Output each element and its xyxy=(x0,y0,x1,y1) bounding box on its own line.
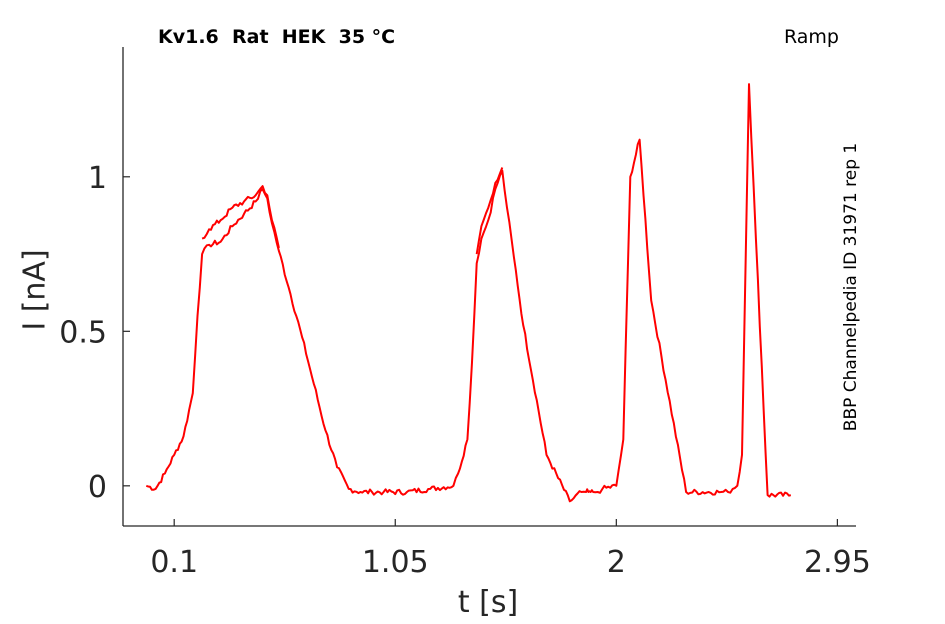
current-trace-3 xyxy=(475,167,504,255)
y-tick-label: 0 xyxy=(88,470,107,505)
x-tick-label: 0.1 xyxy=(150,545,198,580)
source-id-label: BBP Channelpedia ID 31971 rep 1 xyxy=(841,142,861,432)
current-trace-1 xyxy=(145,83,792,503)
chart-title: Kv1.6 Rat HEK 35 °C xyxy=(158,26,396,48)
y-tick-label: 0.5 xyxy=(59,315,107,350)
current-trace-2 xyxy=(201,185,280,249)
x-tick-label: 2.95 xyxy=(804,545,871,580)
x-tick-label: 2 xyxy=(607,545,626,580)
chart-ticks: 0.1 1.05 2 2.95 0 0.5 1 xyxy=(59,161,871,580)
protocol-label: Ramp xyxy=(784,26,839,48)
y-tick-label: 1 xyxy=(88,161,107,196)
chart-traces xyxy=(145,83,792,503)
x-axis-label: t [s] xyxy=(457,585,519,620)
chart-axes xyxy=(122,47,856,527)
x-tick-label: 1.05 xyxy=(362,545,429,580)
y-axis-label: I [nA] xyxy=(17,249,53,331)
